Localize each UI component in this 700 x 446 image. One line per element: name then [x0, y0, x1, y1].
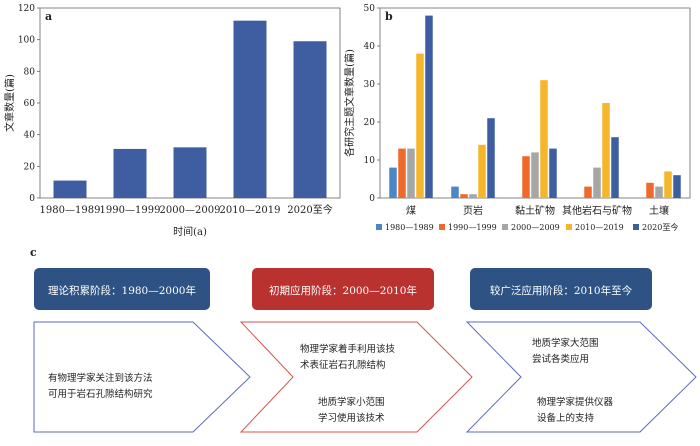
x-tick-label: 煤: [406, 204, 416, 217]
stage-1-text-1: 有物理学家关注到该方法: [48, 372, 153, 384]
stage-1-text-2: 可用于岩石孔隙结构研究: [48, 388, 153, 400]
y-tick-label: 50: [364, 4, 376, 14]
y-tick-label: 60: [24, 99, 36, 109]
x-tick-label: 其他岩石与矿物: [562, 204, 632, 217]
y-tick-label: 80: [24, 67, 36, 77]
chart-a-panel-label: a: [45, 10, 52, 23]
stage-3-chevron: [465, 321, 697, 433]
bar: [522, 156, 530, 198]
y-tick-label: 0: [369, 194, 375, 204]
bar: [611, 137, 619, 198]
bar: [113, 148, 147, 198]
y-tick-label: 20: [24, 162, 36, 172]
legend-swatch: [633, 224, 639, 230]
stage-3-text-4: 设备上的支持: [537, 412, 595, 424]
stage-3-title: 较广泛应用阶段：2010年至今: [490, 284, 633, 297]
bar: [478, 144, 486, 198]
chart-b-panel-label: b: [385, 10, 393, 23]
stage-2-title: 初期应用阶段：2000—2010年: [269, 284, 417, 297]
x-tick-label: 土壤: [649, 204, 669, 217]
bar: [531, 152, 539, 198]
legend-label: 1980—1989: [385, 223, 434, 232]
x-tick-label: 2020至今: [287, 203, 332, 216]
chart-b-legend: 1980—1989 1990—1999 2000—2009 2010—2019 2020…: [376, 222, 678, 232]
bar: [460, 194, 468, 198]
bar: [646, 182, 654, 198]
stage-3-text-1: 地质学家大范围: [532, 337, 599, 349]
chart-a-x-axis-title: 时间(a): [173, 225, 207, 238]
bar: [53, 180, 87, 198]
bar: [407, 148, 415, 198]
stage-3-text-2: 尝试各类应用: [532, 353, 589, 365]
bar: [469, 194, 477, 198]
bar: [584, 186, 592, 198]
stage-3-header: [470, 268, 652, 310]
legend-swatch: [502, 224, 508, 230]
bar: [664, 171, 672, 198]
chart-a-x-axis: 1980—1989 1990—1999 2000—2009 2010—2019 2020…: [40, 203, 333, 216]
chart-b-bars: [389, 15, 681, 198]
stage-2-chevron: [239, 321, 473, 433]
y-tick-label: 120: [18, 4, 35, 14]
legend-swatch: [439, 224, 445, 230]
x-tick-label: 2010—2019: [220, 205, 281, 216]
y-tick-label: 40: [364, 42, 376, 52]
bar: [173, 147, 207, 198]
x-tick-label: 1980—1989: [40, 205, 101, 216]
legend-label: 2000—2009: [511, 223, 560, 232]
bar: [398, 148, 406, 198]
bar: [602, 103, 610, 198]
bar: [540, 80, 548, 198]
bar: [655, 186, 663, 198]
timeline-panel-label: c: [30, 246, 37, 259]
bar: [416, 53, 424, 198]
y-tick-label: 0: [29, 194, 35, 204]
legend-swatch: [566, 224, 572, 230]
legend-label: 2010—2019: [575, 223, 624, 232]
legend-label: 1990—1999: [448, 223, 497, 232]
bar: [549, 148, 557, 198]
x-tick-label: 1990—1999: [100, 205, 161, 216]
bar: [673, 175, 681, 198]
stage-3-text-3: 物理学家提供仪器: [537, 396, 614, 408]
bar: [593, 167, 601, 198]
stage-2-text-3: 地质学家小范围: [318, 396, 385, 408]
chart-a-y-axis-title: 文章数量(篇): [3, 74, 16, 132]
stage-1-header: [34, 268, 210, 310]
x-tick-label: 页岩: [463, 204, 483, 217]
y-tick-label: 20: [364, 118, 376, 128]
chart-b-x-axis: 煤 页岩 黏土矿物 其他岩石与矿物 土壤: [406, 204, 669, 217]
stage-1-chevron: [33, 321, 251, 433]
bar: [389, 167, 397, 198]
chart-a: a 0 20 40 60 80 100 120 1980—1989 1990—1999 2000…: [3, 4, 341, 238]
timeline-c: c 理论积累阶段：1980—2000年 有物理学家关注到该方法 可用于岩石孔隙结…: [30, 246, 697, 433]
chart-b-y-axis: 0 10 20 30 40 50: [364, 4, 380, 204]
chart-a-bars: [53, 20, 327, 198]
y-tick-label: 100: [18, 36, 35, 46]
y-tick-label: 10: [364, 156, 376, 166]
stage-3: 较广泛应用阶段：2010年至今 地质学家大范围 尝试各类应用 物理学家提供仪器 …: [465, 268, 697, 433]
x-tick-label: 2000—2009: [160, 205, 221, 216]
stage-1: 理论积累阶段：1980—2000年 有物理学家关注到该方法 可用于岩石孔隙结构研…: [33, 268, 251, 433]
bar: [487, 118, 495, 198]
stage-1-title: 理论积累阶段：1980—2000年: [48, 284, 196, 297]
stage-2-text-2: 术表征岩石孔隙结构: [300, 359, 386, 371]
bar: [451, 186, 459, 198]
stage-2-text-1: 物理学家着手利用该技: [300, 343, 396, 355]
bar: [293, 41, 327, 198]
bar: [425, 15, 433, 198]
chart-b: b 0 10 20 30 40 50 煤 页岩 黏土矿物 其他岩石与矿物 土壤 各研究主题文章数量…: [343, 4, 691, 232]
x-tick-label: 黏土矿物: [515, 204, 555, 217]
chart-b-y-axis-title: 各研究主题文章数量(篇): [343, 49, 356, 157]
y-tick-label: 40: [24, 131, 36, 141]
chart-a-y-axis: 0 20 40 60 80 100 120: [18, 4, 40, 204]
stage-2: 初期应用阶段：2000—2010年 物理学家着手利用该技 术表征岩石孔隙结构 地…: [239, 268, 473, 433]
legend-swatch: [376, 224, 382, 230]
stage-2-text-4: 学习使用该技术: [318, 412, 385, 424]
y-tick-label: 30: [364, 80, 376, 90]
stage-2-header: [252, 268, 434, 310]
bar: [233, 20, 267, 198]
legend-label: 2020至今: [642, 222, 678, 232]
